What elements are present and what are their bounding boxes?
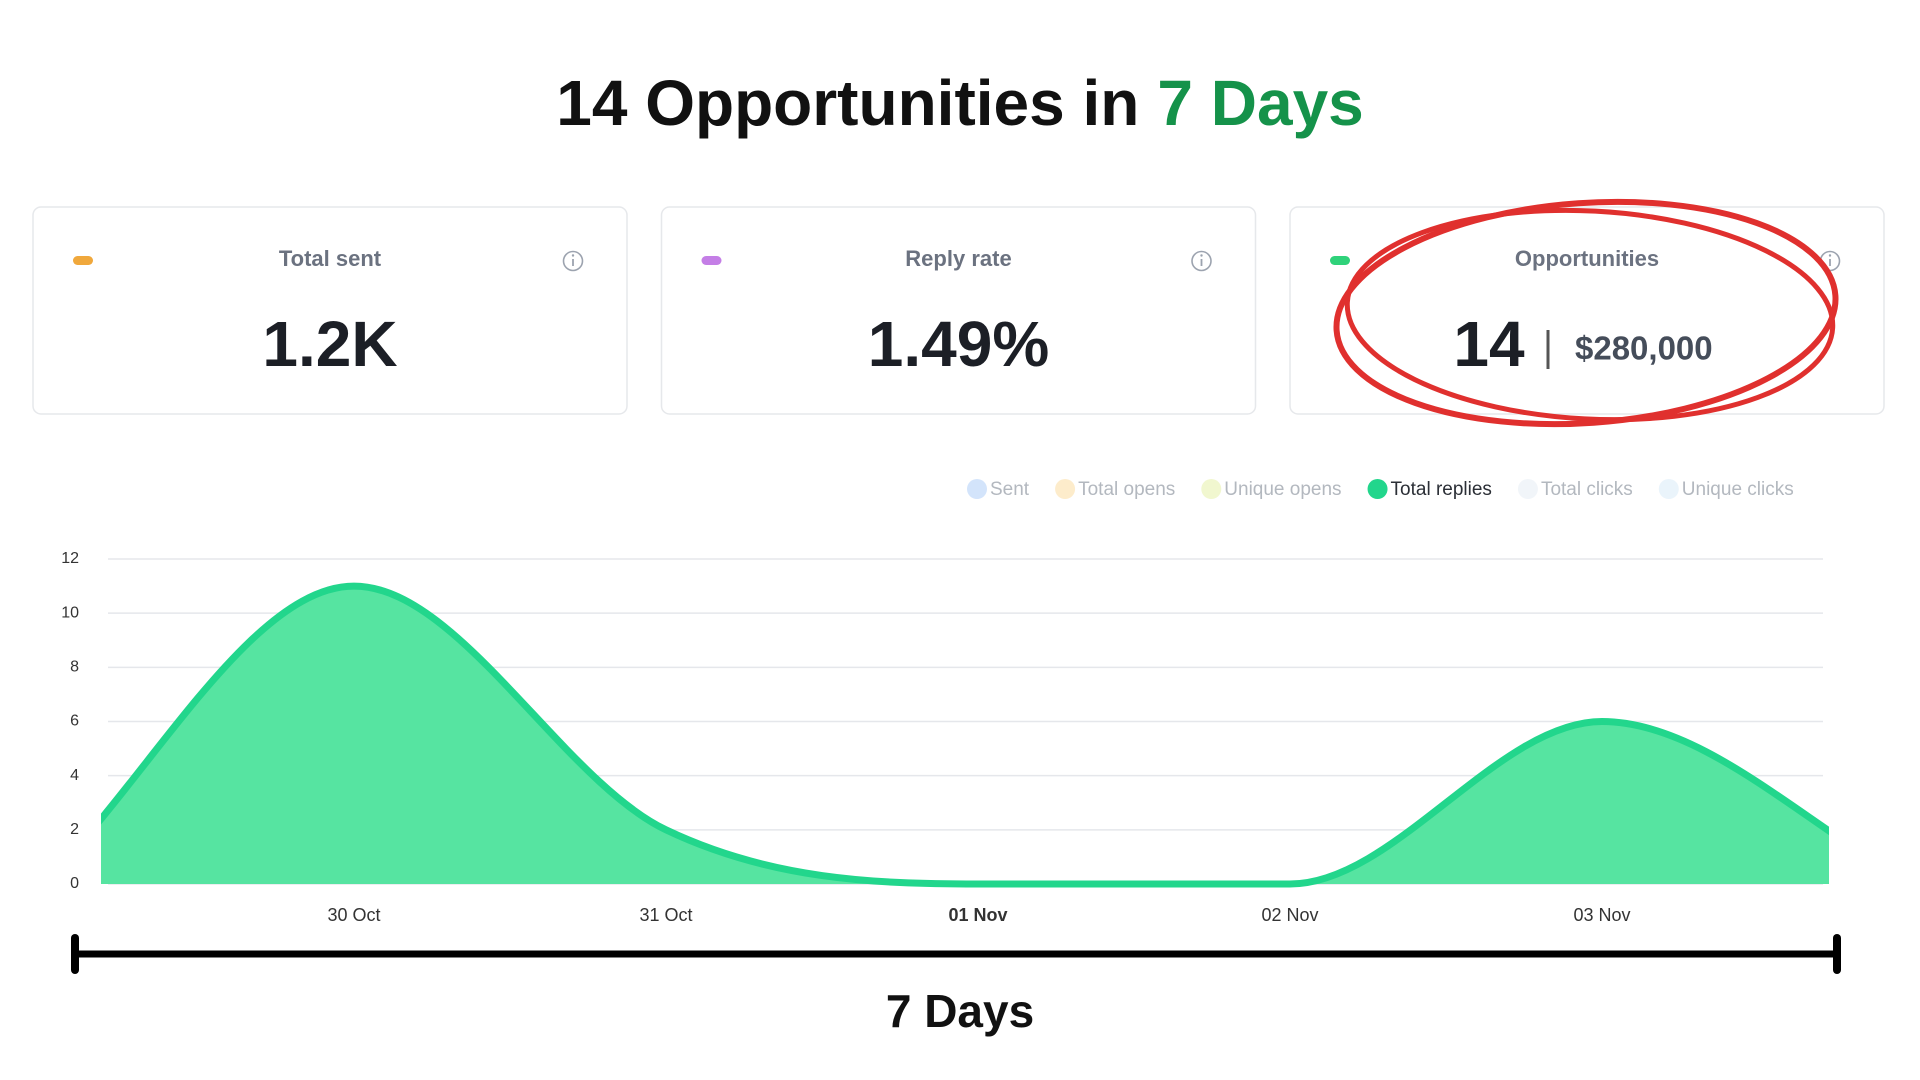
info-icon — [1191, 250, 1212, 272]
x-tick-label: 02 Nov — [1261, 905, 1318, 925]
x-tick-label: 01 Nov — [948, 905, 1007, 925]
y-tick-label: 8 — [70, 659, 79, 676]
legend-label: Unique clicks — [1682, 479, 1794, 500]
legend-dot — [1055, 479, 1076, 499]
card — [1289, 206, 1885, 415]
y-tick-label: 12 — [61, 550, 79, 567]
plot — [101, 582, 1829, 888]
cards: Total sent 1.2K Reply rate 1.49% Opportuniti… — [32, 206, 1885, 415]
x-tick-label: 31 Oct — [639, 905, 692, 925]
info-icon — [562, 250, 584, 272]
range-label: 7 Days — [886, 985, 1034, 1037]
y-tick-label: 10 — [61, 604, 79, 621]
card-label: Opportunities — [1515, 246, 1659, 271]
legend-dot — [1517, 479, 1538, 499]
card-dot — [1330, 256, 1350, 265]
legend-label: Unique opens — [1224, 479, 1341, 500]
card-value: 1.49% — [868, 308, 1049, 380]
x-tick-label: 30 Oct — [327, 905, 380, 925]
card-value: 1.2K — [262, 308, 397, 380]
legend-dot — [1658, 479, 1679, 499]
card — [32, 206, 628, 415]
info-icon — [1200, 254, 1203, 257]
legend-dot — [1367, 479, 1388, 499]
card-label: Total sent — [279, 246, 382, 271]
y-tick-label: 6 — [70, 713, 79, 730]
card-label: Reply rate — [905, 246, 1011, 271]
headline-highlight: 7 Days — [1157, 67, 1363, 139]
card-amount: $280,000 — [1575, 330, 1713, 367]
y-tick-label: 2 — [70, 821, 79, 838]
card-value: 14 — [1453, 308, 1525, 380]
headline: 14 Opportunities in 7 Days — [556, 67, 1364, 139]
y-tick-label: 0 — [70, 875, 79, 892]
info-icon — [1828, 254, 1832, 257]
card-dot — [73, 256, 93, 265]
area — [101, 586, 1829, 885]
x-tick-label: 03 Nov — [1573, 905, 1630, 925]
card-dot — [701, 256, 722, 265]
info-icon — [571, 254, 575, 257]
legend-label: Total opens — [1078, 479, 1175, 500]
chart: 0 2 4 6 8 10 12 30 Oct 31 Oct 01 Nov 02 Nov 03 Nov S… — [61, 479, 1829, 925]
legend-dot — [1201, 479, 1222, 499]
legend-label: Sent — [990, 479, 1030, 500]
highlight-circle — [1344, 207, 1836, 423]
highlight-circle — [1333, 198, 1839, 428]
line — [101, 582, 1829, 888]
headline-text: 14 Opportunities in — [556, 67, 1139, 139]
y-tick-label: 4 — [70, 767, 79, 784]
legend-label: Total replies — [1391, 479, 1492, 500]
legend-label: Total clicks — [1541, 479, 1633, 500]
legend-dot — [967, 479, 987, 499]
card — [660, 206, 1257, 415]
